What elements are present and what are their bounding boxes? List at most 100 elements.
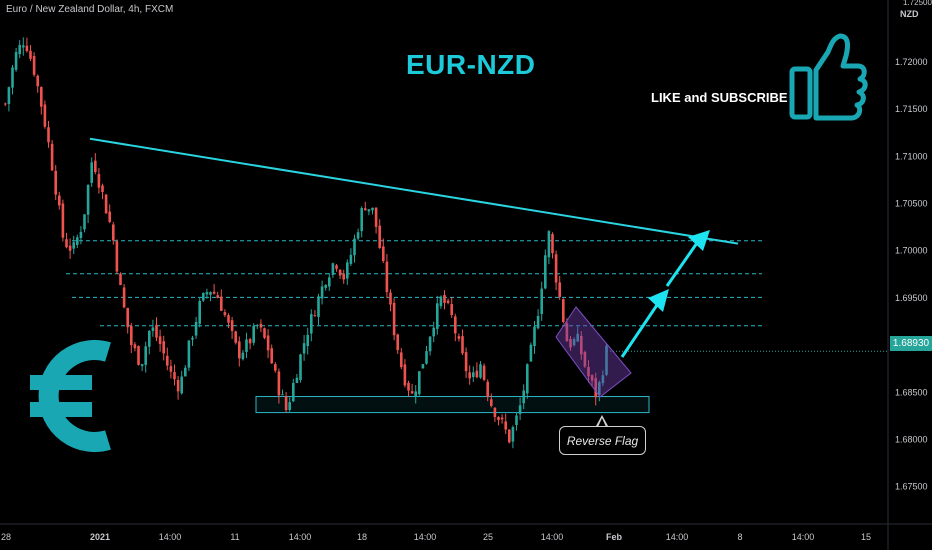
candle-body [400, 352, 403, 368]
horizontal-levels [66, 240, 762, 327]
candle-body [450, 304, 453, 316]
candle-body [248, 338, 252, 344]
x-tick-label: 14:00 [666, 532, 689, 542]
candle-body [565, 323, 569, 342]
candle-body [187, 340, 191, 368]
candle-body [101, 185, 104, 193]
candle-body [61, 203, 65, 238]
candle-body [50, 143, 54, 171]
candle-body [328, 277, 331, 287]
candle-body [47, 127, 50, 143]
candle-body [580, 335, 583, 355]
candle-body [209, 292, 212, 295]
candle-body [310, 314, 313, 334]
candle-body [572, 339, 576, 346]
candle-body [382, 246, 385, 262]
candle-body [468, 372, 471, 379]
candle-body [112, 224, 115, 241]
x-tick-label: 25 [483, 532, 493, 542]
candle-body [166, 355, 169, 366]
candle-body [446, 300, 450, 303]
candle-body [158, 336, 162, 344]
candle-body [72, 242, 75, 249]
reverse-flag-pattern [555, 306, 632, 398]
candle-body [367, 209, 371, 212]
candle-body [90, 162, 93, 183]
candle-body [104, 194, 108, 214]
candle-body [227, 315, 230, 323]
y-tick-label: 1.70000 [895, 246, 928, 256]
candle-body [371, 207, 374, 211]
candle-body [461, 336, 464, 354]
candle-body [284, 396, 288, 411]
candle-body [4, 103, 7, 105]
candle-body [36, 75, 39, 87]
candle-body [68, 245, 72, 251]
x-tick-label: 15 [861, 532, 871, 542]
x-tick-label: 28 [1, 532, 11, 542]
candle-body [590, 375, 594, 381]
candle-body [133, 344, 137, 349]
candle-body [306, 334, 309, 347]
x-tick-label: 11 [230, 532, 239, 542]
subscribe-text: LIKE and SUBSCRIBE [651, 90, 788, 105]
candle-body [320, 286, 324, 299]
candle-body [378, 225, 381, 249]
candle-body [364, 208, 367, 211]
candle-body [594, 378, 597, 398]
candle-body [493, 407, 497, 418]
candle-body [396, 334, 399, 351]
candle-body [500, 417, 504, 420]
candle-body [245, 339, 248, 353]
current-price-badge: 1.68930 [890, 336, 932, 351]
candle-body [97, 174, 101, 188]
candle-body [205, 292, 209, 295]
y-tick-label: 1.71500 [895, 104, 928, 114]
candle-body [194, 321, 198, 336]
candle-body [58, 195, 61, 206]
candle-body [144, 346, 147, 365]
thumbs-up-icon [789, 33, 868, 121]
candle-body [529, 344, 533, 362]
candle-body [180, 376, 183, 394]
candle-body [176, 380, 180, 392]
x-axis: 28 2021 14:00 11 14:00 18 14:00 25 14:00 Feb 14:00… [1, 532, 871, 542]
x-tick-label: 14:00 [289, 532, 312, 542]
candle-body [25, 45, 29, 52]
candle-body [299, 354, 302, 381]
candle-body [353, 238, 356, 256]
candle-body [119, 273, 122, 286]
candle-body [148, 330, 151, 347]
candle-body [277, 371, 281, 396]
candle-body [173, 372, 176, 380]
candlestick-series [4, 37, 888, 449]
candle-body [558, 282, 561, 297]
y-tick-label: 1.70500 [895, 198, 928, 208]
candle-body [374, 207, 378, 227]
candle-body [464, 352, 468, 372]
candle-body [155, 324, 158, 338]
candle-body [259, 323, 263, 328]
candle-body [490, 399, 493, 406]
candle-body [288, 402, 291, 410]
candle-body [140, 364, 144, 367]
candle-body [454, 316, 457, 334]
candle-body [385, 261, 389, 293]
candle-body [162, 341, 165, 354]
candle-body [482, 365, 486, 380]
x-tick-label: 14:00 [792, 532, 815, 542]
candle-body [22, 45, 25, 48]
candle-body [295, 377, 299, 384]
candle-body [547, 231, 551, 258]
candle-body [479, 364, 482, 378]
support-zone [255, 396, 650, 414]
candle-body [342, 273, 345, 280]
trendline [89, 137, 739, 245]
candle-body [65, 239, 68, 248]
candle-body [151, 327, 155, 331]
candle-body [551, 234, 554, 254]
candle-body [292, 382, 295, 402]
chart-title: EUR-NZD [406, 49, 536, 80]
candle-body [536, 315, 540, 329]
